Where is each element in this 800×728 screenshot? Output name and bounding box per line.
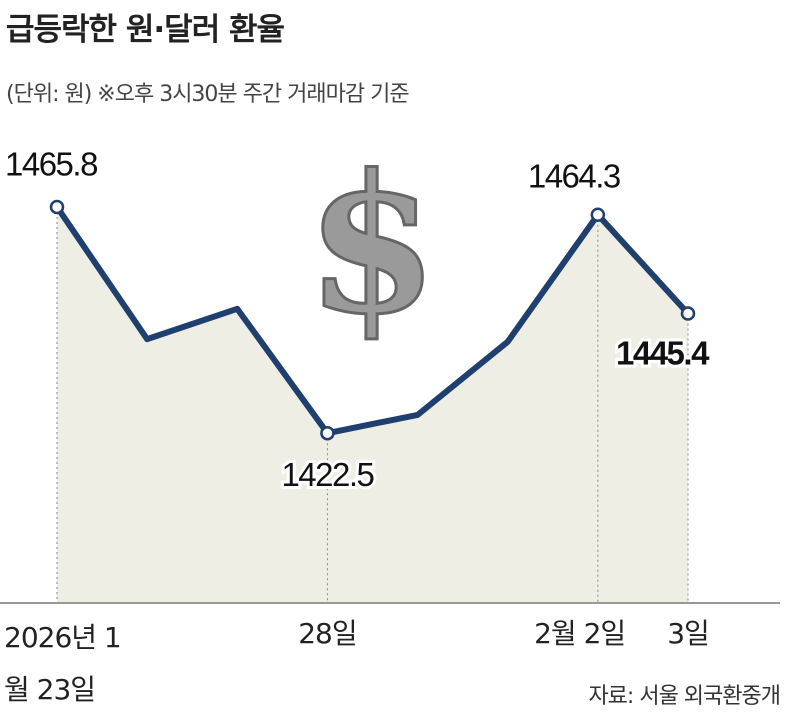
chart-subtitle: (단위: 원) ※오후 3시30분 주간 거래마감 기준 — [6, 82, 410, 107]
point — [680, 306, 696, 321]
x-tick-label: 2월 2일 — [534, 617, 626, 650]
x-tick-label: 3일 — [667, 617, 710, 650]
dollar-icon: $ — [306, 133, 438, 356]
x-tick-label: 2026년 1월 23일 — [4, 621, 122, 706]
point — [320, 425, 335, 441]
x-tick-label: 28일 — [298, 617, 357, 650]
chart-title: 급등락한 원·달러 환율 — [6, 12, 285, 48]
value-label: 1465.8 — [5, 146, 97, 183]
line — [54, 205, 691, 437]
point — [590, 207, 606, 223]
value-label: 1445.4 — [616, 334, 710, 371]
point — [49, 199, 65, 215]
area — [57, 206, 688, 603]
value-label: 1464.3 — [528, 158, 620, 195]
value-label: 1422.5 — [281, 456, 373, 493]
source: 자료: 서울 외국환중개 — [588, 684, 781, 709]
